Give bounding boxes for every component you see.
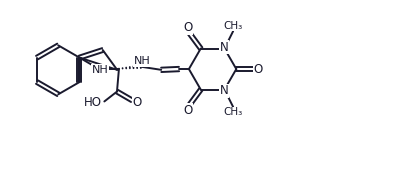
Text: HO: HO — [84, 96, 102, 109]
Text: CH₃: CH₃ — [224, 107, 243, 118]
Text: CH₃: CH₃ — [224, 21, 243, 31]
Text: O: O — [183, 104, 192, 117]
Text: O: O — [132, 96, 141, 109]
Text: NH: NH — [134, 56, 150, 66]
Text: NH: NH — [92, 65, 108, 75]
Text: O: O — [183, 21, 192, 35]
Text: N: N — [220, 41, 229, 54]
Text: O: O — [254, 63, 263, 75]
Text: N: N — [220, 84, 229, 97]
